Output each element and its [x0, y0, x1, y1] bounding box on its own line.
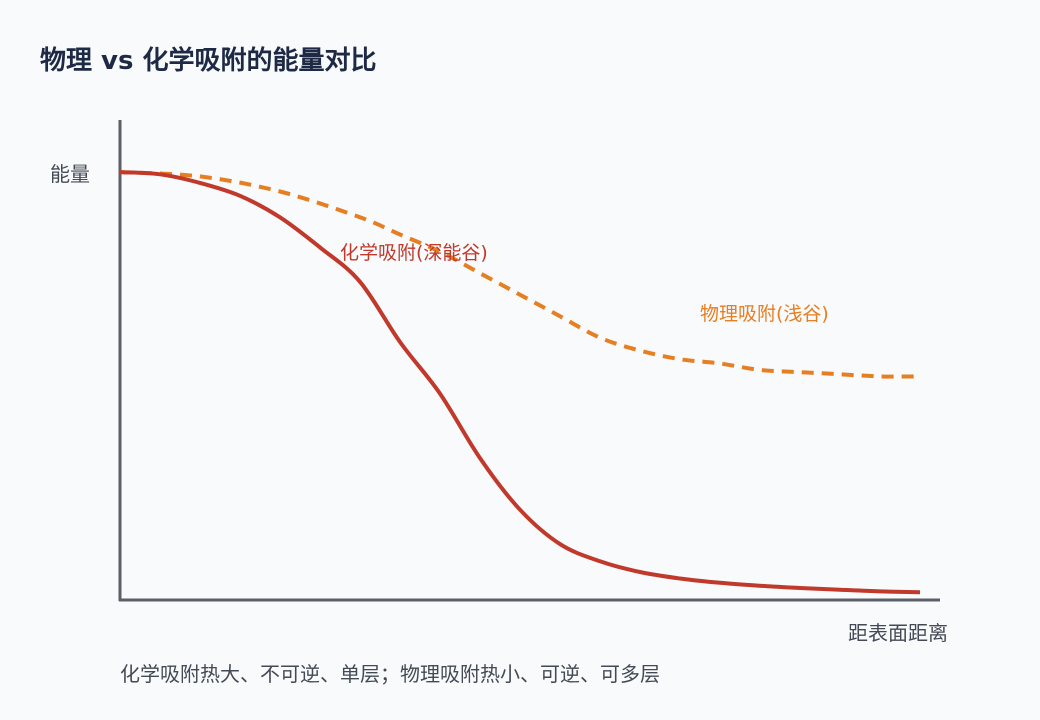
footnote: 化学吸附热大、不可逆、单层；物理吸附热小、可逆、可多层 [120, 662, 660, 686]
chemisorption-label: 化学吸附(深能谷) [340, 242, 488, 264]
x-axis-label: 距表面距离 [848, 621, 948, 645]
chemisorption-line [119, 170, 921, 595]
physisorption-label: 物理吸附(浅谷) [700, 303, 829, 325]
y-axis-label: 能量 [50, 162, 90, 186]
physisorption-line [119, 170, 921, 379]
page-title: 物理 vs 化学吸附的能量对比 [40, 46, 377, 76]
